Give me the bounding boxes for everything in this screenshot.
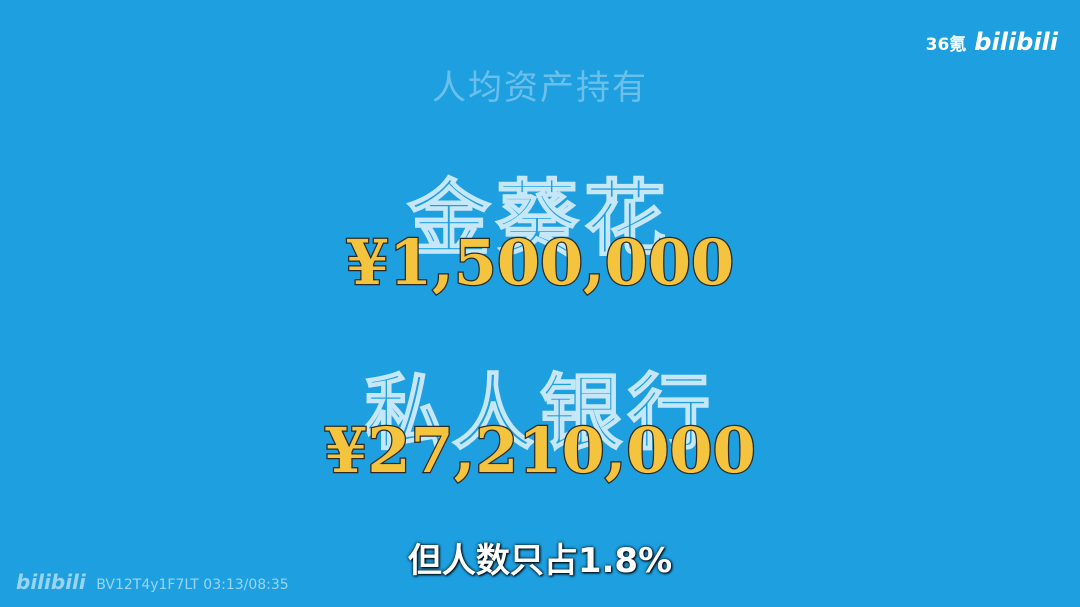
footer-watermark: bilibili BV12T4y1F7LT 03:13/08:35 bbox=[16, 570, 289, 594]
subtitle: 但人数只占1.8% bbox=[407, 541, 673, 581]
label: 金葵花 bbox=[407, 170, 672, 268]
logo: bilibili bbox=[974, 28, 1058, 56]
timestamp: 03:13/08:35 bbox=[203, 577, 289, 593]
label: 私人银行 bbox=[363, 364, 716, 462]
amount: ¥27,210,000 bbox=[323, 413, 757, 489]
top-watermark: 36氪 bilibili bbox=[926, 28, 1058, 56]
amount: ¥1,500,000 bbox=[345, 225, 736, 301]
logo: bilibili bbox=[16, 570, 86, 594]
brand: 36氪 bbox=[925, 35, 967, 55]
video-id: BV12T4y1F7LT bbox=[96, 577, 199, 593]
title: 人均资产持有 bbox=[432, 68, 648, 108]
